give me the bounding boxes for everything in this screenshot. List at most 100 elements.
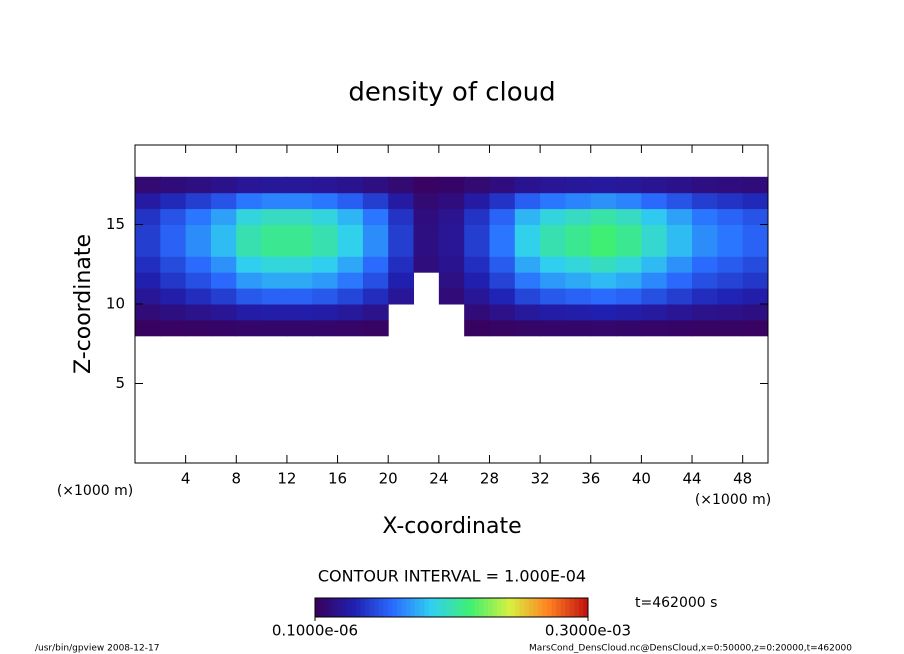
- cell: [717, 272, 744, 289]
- colorbar-cell: [547, 598, 553, 617]
- cell: [362, 240, 389, 257]
- cell: [160, 176, 187, 194]
- colorbar-cell: [551, 598, 557, 617]
- colorbar-cell: [451, 598, 457, 617]
- cell: [540, 288, 566, 305]
- cell: [514, 240, 541, 257]
- cell: [135, 192, 161, 210]
- cell: [438, 288, 465, 305]
- colorbar-cell: [437, 598, 443, 617]
- cell: [666, 319, 693, 337]
- cell: [692, 208, 718, 225]
- colorbar-cell: [574, 598, 580, 617]
- cell: [692, 256, 718, 273]
- colorbar-cell: [474, 598, 480, 617]
- y-tick-label: 15: [106, 215, 125, 233]
- cell: [185, 176, 212, 194]
- cell: [489, 176, 516, 194]
- cell: [616, 192, 642, 210]
- cell: [717, 256, 744, 273]
- chart-title: density of cloud: [348, 78, 555, 108]
- cell: [666, 256, 693, 273]
- cell: [135, 288, 161, 305]
- cell: [514, 272, 541, 289]
- cell: [337, 319, 364, 337]
- cell: [616, 240, 642, 257]
- cell: [312, 304, 339, 321]
- cell: [135, 272, 161, 289]
- x-tick-label: 4: [181, 470, 191, 488]
- y-unit: (×1000 m): [57, 483, 133, 499]
- cell: [312, 319, 339, 337]
- cell: [616, 224, 642, 241]
- colorbar-cell: [578, 598, 584, 617]
- cell: [692, 288, 718, 305]
- cell: [692, 176, 718, 194]
- cell: [337, 256, 364, 273]
- cell: [236, 224, 263, 241]
- cell: [337, 192, 364, 210]
- cell: [540, 272, 566, 289]
- cell: [540, 304, 566, 321]
- cell: [540, 240, 566, 257]
- colorbar-cell: [460, 598, 466, 617]
- cell: [185, 256, 212, 273]
- colorbar-cell: [360, 598, 366, 617]
- cell: [337, 224, 364, 241]
- cell: [236, 208, 263, 225]
- cell: [489, 240, 516, 257]
- cell: [185, 192, 212, 210]
- cell: [692, 240, 718, 257]
- colorbar-cell: [583, 598, 589, 617]
- cell: [641, 224, 668, 241]
- cell: [312, 272, 339, 289]
- cell: [717, 208, 744, 225]
- cell: [742, 208, 769, 225]
- cell: [286, 224, 313, 241]
- cell: [666, 304, 693, 321]
- colorbar-cell: [351, 598, 357, 617]
- cell: [413, 176, 440, 194]
- colorbar-cell: [378, 598, 384, 617]
- cell: [565, 224, 592, 241]
- cell: [286, 272, 313, 289]
- cell: [362, 256, 389, 273]
- cell: [489, 256, 516, 273]
- cell: [337, 208, 364, 225]
- cell: [337, 176, 364, 194]
- cell: [565, 319, 592, 337]
- cell: [717, 224, 744, 241]
- cell: [540, 224, 566, 241]
- cell: [261, 319, 288, 337]
- cell: [590, 176, 617, 194]
- cell: [236, 319, 263, 337]
- colorbar-cell: [478, 598, 484, 617]
- colorbar-cell: [342, 598, 348, 617]
- y-axis-label: Z-coordinate: [71, 234, 96, 374]
- cell: [312, 192, 339, 210]
- colorbar-cell: [315, 598, 321, 617]
- y-tick-label: 5: [115, 374, 125, 392]
- cell: [185, 288, 212, 305]
- cell: [312, 288, 339, 305]
- cell: [464, 304, 490, 321]
- cell: [514, 176, 541, 194]
- cell: [362, 319, 389, 337]
- cell: [641, 208, 668, 225]
- cell: [362, 176, 389, 194]
- cell: [185, 240, 212, 257]
- cell: [236, 192, 263, 210]
- cell: [160, 224, 187, 241]
- colorbar-cell: [346, 598, 352, 617]
- colorbar-cell: [337, 598, 343, 617]
- x-tick-label: 8: [232, 470, 242, 488]
- cell: [185, 304, 212, 321]
- cell: [286, 192, 313, 210]
- cell: [312, 208, 339, 225]
- colorbar-cell: [433, 598, 439, 617]
- colorbar-cell: [510, 598, 516, 617]
- footer-right: MarsCond_DensCloud.nc@DensCloud,x=0:5000…: [529, 644, 852, 654]
- colorbar-cell: [542, 598, 548, 617]
- cell: [590, 319, 617, 337]
- cell: [641, 304, 668, 321]
